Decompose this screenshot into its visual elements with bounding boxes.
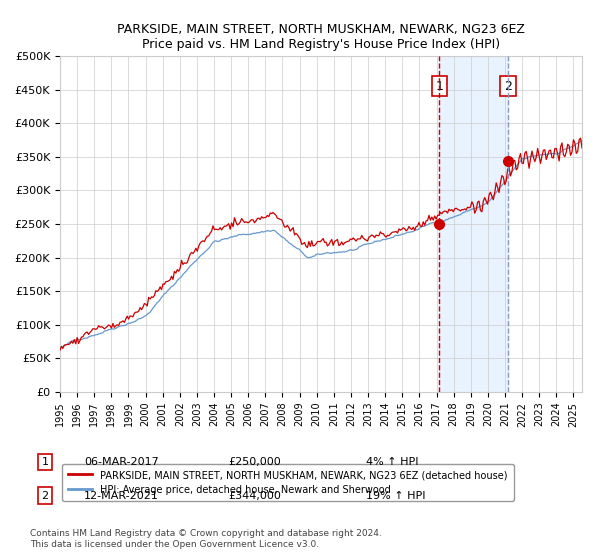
Text: Contains HM Land Registry data © Crown copyright and database right 2024.
This d: Contains HM Land Registry data © Crown c… <box>30 529 382 549</box>
Title: PARKSIDE, MAIN STREET, NORTH MUSKHAM, NEWARK, NG23 6EZ
Price paid vs. HM Land Re: PARKSIDE, MAIN STREET, NORTH MUSKHAM, NE… <box>117 22 525 50</box>
Text: £250,000: £250,000 <box>228 457 281 467</box>
Text: 06-MAR-2017: 06-MAR-2017 <box>84 457 159 467</box>
Text: 1: 1 <box>41 457 49 467</box>
Text: 4% ↑ HPI: 4% ↑ HPI <box>366 457 419 467</box>
Text: 12-MAR-2021: 12-MAR-2021 <box>84 491 159 501</box>
Text: 2: 2 <box>41 491 49 501</box>
Text: 19% ↑ HPI: 19% ↑ HPI <box>366 491 425 501</box>
Legend: PARKSIDE, MAIN STREET, NORTH MUSKHAM, NEWARK, NG23 6EZ (detached house), HPI: Av: PARKSIDE, MAIN STREET, NORTH MUSKHAM, NE… <box>62 464 514 501</box>
Bar <box>439 56 508 392</box>
Text: 1: 1 <box>436 80 443 93</box>
Text: £344,000: £344,000 <box>228 491 281 501</box>
Text: 2: 2 <box>504 80 512 93</box>
